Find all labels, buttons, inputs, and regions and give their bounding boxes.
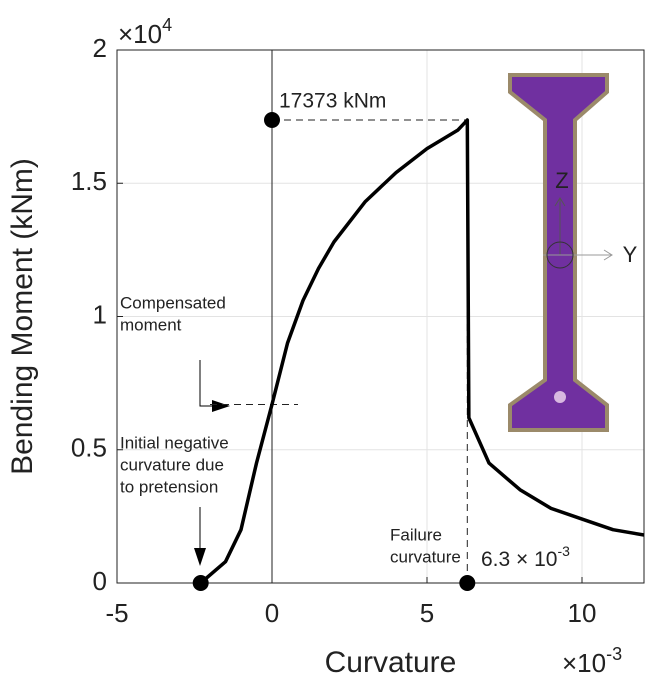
y-tick-label: 1: [93, 299, 107, 329]
z-label: Z: [555, 168, 568, 193]
x-tick-label: 0: [265, 598, 279, 628]
failure-value: 6.3 × 10-3: [481, 543, 570, 571]
marker: [264, 112, 280, 129]
y-multiplier: ×104: [118, 15, 172, 49]
i-beam: [508, 73, 609, 432]
multiplier-base: ×10: [118, 19, 162, 49]
y-label: Y: [623, 242, 638, 267]
peak-label: 17373 kNm: [279, 90, 386, 113]
y-tick-label: 0: [93, 566, 107, 596]
compensated-label: Compensated: [120, 293, 226, 312]
y-tick-label: 0.5: [71, 433, 107, 463]
failure-value-exponent: -3: [557, 543, 570, 559]
compensated-label: moment: [120, 315, 182, 334]
y-arrow: [603, 249, 613, 261]
multiplier-exponent: -3: [606, 644, 622, 664]
initial-label: curvature due: [120, 455, 224, 474]
plot-frame: [116, 49, 645, 584]
x-tick-label: 10: [568, 598, 597, 628]
section-inset: Z Y: [508, 73, 638, 432]
y-tick-label: 2: [93, 33, 107, 63]
initial-label: to pretension: [120, 477, 218, 496]
failure-label: curvature: [390, 547, 461, 566]
failure-label: Failure: [390, 525, 442, 544]
x-tick-label: -5: [105, 598, 128, 628]
curve: [199, 118, 645, 585]
y-axis-label: Bending Moment (kNm): [6, 158, 39, 475]
multiplier-base: ×10: [562, 648, 606, 678]
tendon: [554, 391, 566, 403]
initial-label: Initial negative: [120, 433, 229, 452]
initial-arrowhead: [194, 548, 206, 566]
x-tick-label: 5: [420, 598, 434, 628]
compensated-arrowhead: [212, 400, 230, 412]
marker: [459, 575, 476, 591]
marker: [192, 575, 209, 591]
x-axis-label: Curvature: [325, 646, 457, 679]
compensated-arrow: [199, 360, 222, 407]
x-multiplier: ×10-3: [562, 644, 622, 678]
y-tick-label: 1.5: [71, 166, 107, 196]
z-arrow: [554, 197, 566, 207]
failure-value-base: 6.3 × 10: [481, 548, 557, 571]
centroid: [546, 241, 574, 269]
multiplier-exponent: 4: [162, 15, 172, 35]
